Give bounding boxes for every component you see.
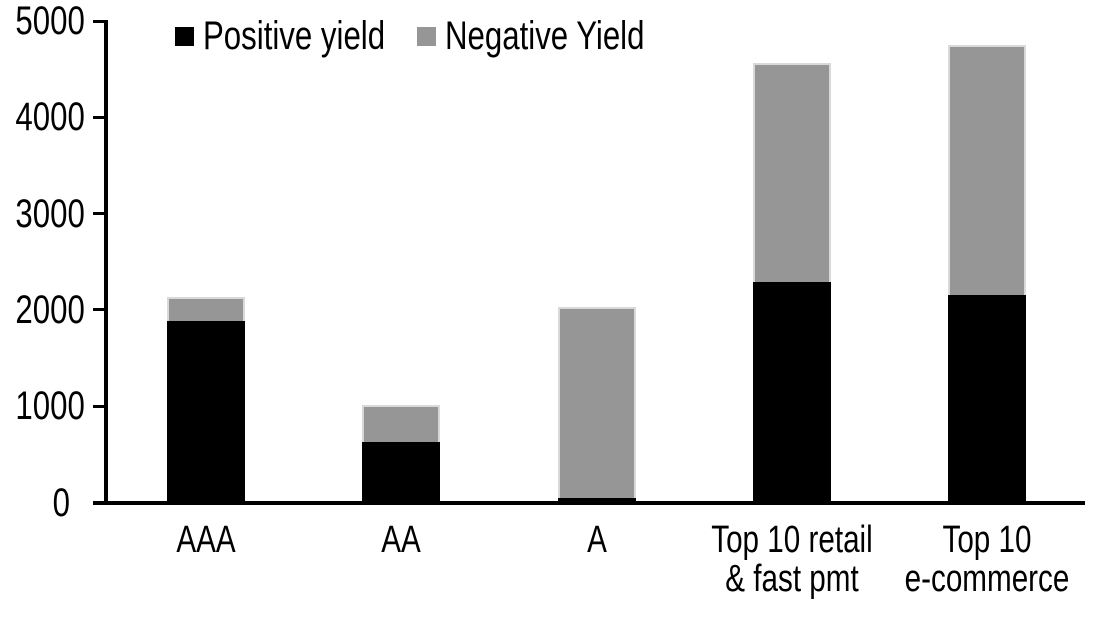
- bar-segment-negative: [557, 306, 636, 498]
- y-axis-tick: [93, 115, 104, 119]
- y-axis-tick: [93, 404, 104, 408]
- bar-segment-positive: [752, 281, 831, 503]
- y-axis-tick-label: 3000: [15, 191, 85, 236]
- bar-segment-negative: [752, 63, 831, 282]
- legend-label-negative-yield: Negative Yield: [445, 14, 645, 58]
- y-axis-tick-label: 0: [52, 480, 70, 525]
- legend-item-positive-yield: Positive yield: [175, 12, 436, 60]
- x-axis-line: [93, 501, 1085, 505]
- y-axis-line: [104, 19, 108, 504]
- y-axis-tick: [93, 212, 104, 216]
- bar-segment-positive: [166, 321, 245, 503]
- y-axis-tick: [93, 308, 104, 312]
- bar-segment-negative: [362, 405, 441, 443]
- x-axis-label: Top 10 retail & fast pmt: [711, 519, 873, 600]
- bar-segment-positive: [362, 442, 441, 503]
- legend-item-negative-yield: Negative Yield: [417, 12, 701, 60]
- y-axis-tick-label: 1000: [15, 384, 85, 429]
- y-axis-tick-label: 5000: [15, 0, 85, 43]
- y-axis-tick-label: 2000: [15, 287, 85, 332]
- bar-segment-negative: [948, 45, 1027, 296]
- bar-segment-negative: [166, 297, 245, 322]
- x-axis-label: AAA: [176, 519, 236, 561]
- x-axis-label: A: [586, 519, 607, 561]
- bar-segment-positive: [557, 497, 636, 503]
- positive-yield-swatch-icon: [175, 26, 194, 46]
- x-axis-label: Top 10 e-commerce: [904, 519, 1070, 600]
- bar-segment-positive: [948, 295, 1027, 503]
- legend-label-positive-yield: Positive yield: [203, 14, 386, 58]
- negative-yield-swatch-icon: [417, 26, 436, 46]
- y-axis-tick: [93, 19, 104, 23]
- y-axis-tick-label: 4000: [15, 95, 85, 140]
- x-axis-label: AA: [381, 519, 421, 561]
